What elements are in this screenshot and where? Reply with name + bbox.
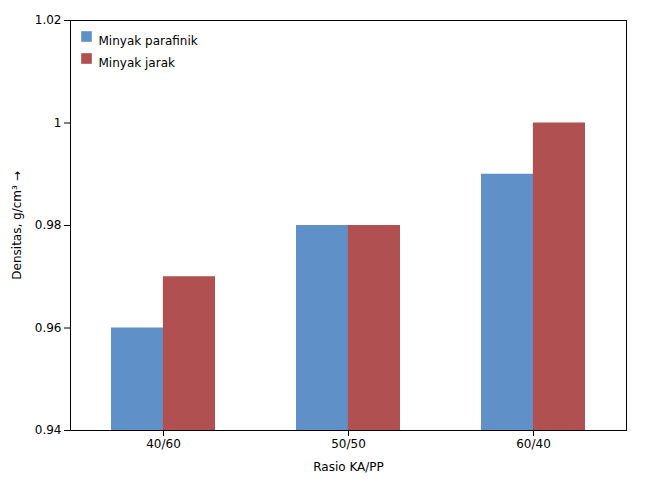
svg-text:0.96: 0.96 [35, 321, 62, 335]
svg-text:40/60: 40/60 [146, 437, 181, 451]
svg-text:0.98: 0.98 [35, 218, 62, 232]
svg-text:Minyak parafinik: Minyak parafinik [99, 34, 198, 48]
svg-text:Minyak jarak: Minyak jarak [99, 56, 175, 70]
svg-text:Rasio KA/PP: Rasio KA/PP [313, 460, 384, 474]
svg-text:0.94: 0.94 [35, 423, 62, 437]
svg-text:50/50: 50/50 [331, 437, 366, 451]
svg-text:1: 1 [54, 116, 62, 130]
svg-text:60/40: 60/40 [516, 437, 551, 451]
svg-text:Densitas, g/cm³ →: Densitas, g/cm³ → [10, 171, 24, 279]
svg-text:1.02: 1.02 [35, 13, 62, 27]
